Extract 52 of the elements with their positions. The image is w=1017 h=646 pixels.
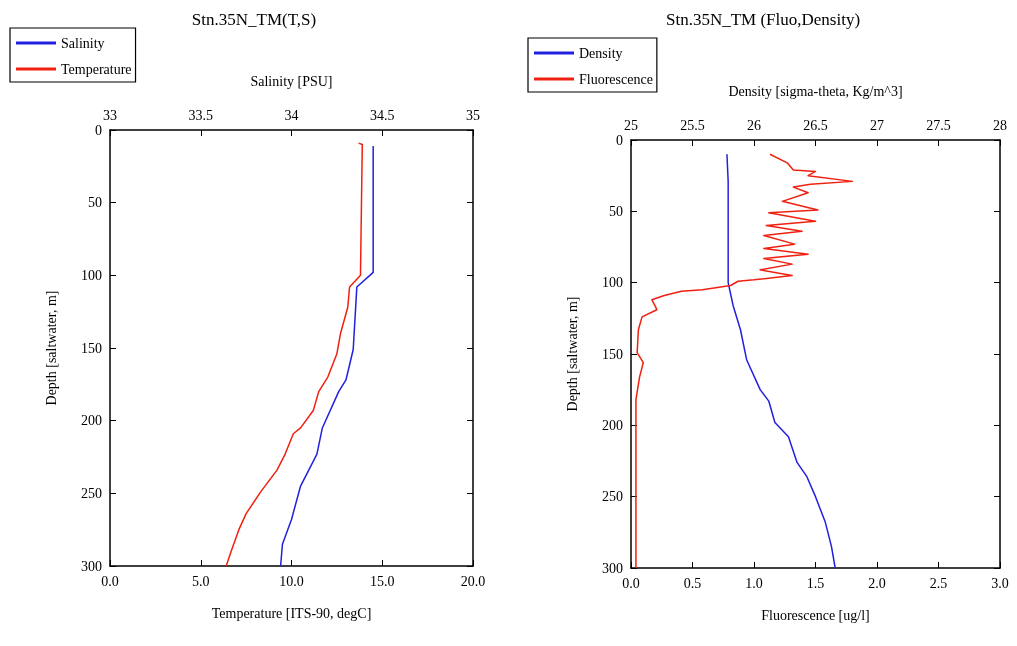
x-tick-label: 1.0: [745, 575, 763, 591]
x-axis-title: Fluorescence [ug/l]: [761, 607, 870, 623]
y-tick-label: 150: [602, 346, 623, 362]
legend-label: Fluorescence: [579, 71, 653, 87]
y-tick-label: 100: [81, 267, 102, 283]
x-tick-label: 0.0: [101, 573, 119, 589]
y-axis-title: Depth [saltwater, m]: [43, 290, 59, 406]
x2-tick-label: 26: [747, 117, 761, 133]
x2-axis-title: Salinity [PSU]: [250, 73, 333, 89]
x-tick-label: 0.0: [622, 575, 640, 591]
y-tick-label: 250: [81, 485, 102, 501]
chart-title: Stn.35N_TM(T,S): [191, 10, 317, 29]
y-tick-label: 0: [616, 132, 623, 148]
x2-tick-label: 25.5: [680, 117, 705, 133]
x2-tick-label: 25: [624, 117, 638, 133]
x2-tick-label: 27: [870, 117, 884, 133]
y-tick-label: 300: [81, 558, 102, 574]
legend-label: Density: [579, 45, 623, 61]
chart-title: Stn.35N_TM (Fluo,Density): [665, 10, 861, 29]
y-tick-label: 200: [81, 413, 102, 429]
legend-label: Temperature: [61, 61, 132, 77]
x-tick-label: 20.0: [460, 573, 486, 589]
x2-axis-title: Density [sigma-theta, Kg/m^3]: [728, 83, 903, 99]
y-axis-title: Depth [saltwater, m]: [564, 296, 580, 412]
x-tick-label: 2.0: [868, 575, 886, 591]
x-tick-label: 10.0: [279, 573, 304, 589]
x2-tick-label: 27.5: [926, 117, 951, 133]
y-tick-label: 200: [602, 417, 623, 433]
x-tick-label: 1.5: [806, 575, 825, 591]
x2-tick-label: 34: [284, 107, 299, 123]
x-tick-label: 15.0: [370, 573, 395, 589]
x-tick-label: 5.0: [192, 573, 210, 589]
x-tick-label: 0.5: [683, 575, 702, 591]
x2-tick-label: 26.5: [803, 117, 828, 133]
x-tick-label: 2.5: [929, 575, 948, 591]
y-tick-label: 0: [95, 122, 102, 138]
x2-tick-label: 35: [466, 107, 480, 123]
y-tick-label: 250: [602, 489, 623, 505]
y-tick-label: 300: [602, 560, 623, 576]
x-tick-label: 3.0: [991, 575, 1009, 591]
line-series: [635, 153, 854, 569]
x2-tick-label: 33: [103, 107, 117, 123]
y-tick-label: 50: [88, 195, 102, 211]
x2-tick-label: 28: [993, 117, 1007, 133]
x2-tick-label: 34.5: [370, 107, 395, 123]
x2-tick-label: 33.5: [188, 107, 213, 123]
legend-label: Salinity: [61, 35, 105, 51]
y-tick-label: 150: [81, 340, 102, 356]
y-tick-label: 50: [609, 203, 623, 219]
x-axis-title: Temperature [ITS-90, degC]: [211, 605, 372, 621]
line-series: [225, 142, 364, 567]
y-tick-label: 100: [602, 275, 623, 291]
